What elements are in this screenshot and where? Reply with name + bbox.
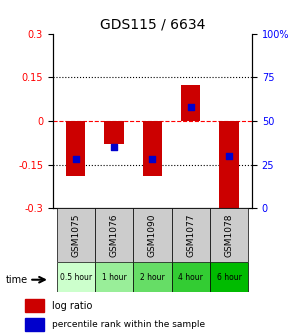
Text: GSM1078: GSM1078 [224, 213, 234, 257]
Text: 6 hour: 6 hour [217, 273, 241, 282]
Text: GSM1090: GSM1090 [148, 213, 157, 257]
Bar [105, 121, 124, 144]
Bar [66, 121, 85, 176]
Bar [181, 85, 200, 121]
FancyBboxPatch shape [133, 208, 171, 262]
Bar [143, 121, 162, 176]
Text: GSM1077: GSM1077 [186, 213, 195, 257]
Point [150, 157, 155, 162]
FancyBboxPatch shape [133, 262, 171, 292]
Title: GDS115 / 6634: GDS115 / 6634 [100, 17, 205, 31]
Text: 2 hour: 2 hour [140, 273, 165, 282]
Text: GSM1076: GSM1076 [110, 213, 119, 257]
FancyBboxPatch shape [210, 208, 248, 262]
Bar [25, 299, 44, 312]
Point [227, 153, 231, 159]
Bar [219, 121, 239, 211]
FancyBboxPatch shape [95, 208, 133, 262]
Point [112, 144, 116, 150]
Text: time: time [6, 275, 28, 285]
Point [73, 157, 78, 162]
FancyBboxPatch shape [171, 262, 210, 292]
Point [188, 104, 193, 110]
Text: GSM1075: GSM1075 [71, 213, 80, 257]
Text: log ratio: log ratio [52, 301, 92, 311]
FancyBboxPatch shape [95, 262, 133, 292]
FancyBboxPatch shape [57, 208, 95, 262]
Text: 0.5 hour: 0.5 hour [60, 273, 92, 282]
Bar [25, 318, 44, 331]
Text: 4 hour: 4 hour [178, 273, 203, 282]
FancyBboxPatch shape [57, 262, 95, 292]
FancyBboxPatch shape [171, 208, 210, 262]
Text: 1 hour: 1 hour [102, 273, 126, 282]
FancyBboxPatch shape [210, 262, 248, 292]
Text: percentile rank within the sample: percentile rank within the sample [52, 320, 205, 329]
